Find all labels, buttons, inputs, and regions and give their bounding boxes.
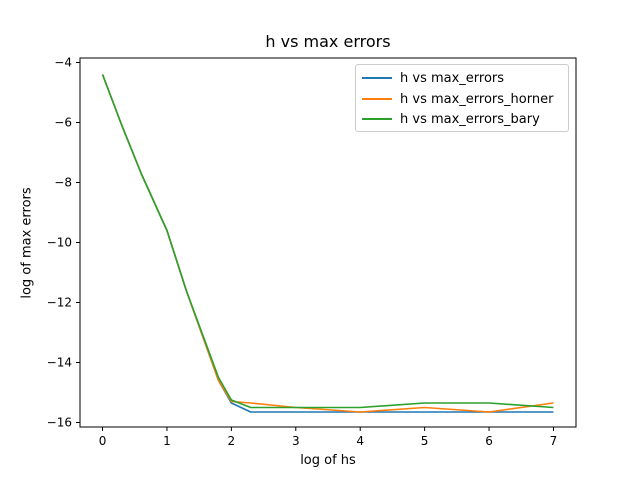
legend-swatch bbox=[362, 98, 392, 100]
legend-label: h vs max_errors_bary bbox=[400, 111, 540, 127]
x-tick-label: 3 bbox=[292, 434, 300, 448]
y-tick-label: −6 bbox=[54, 116, 72, 130]
x-axis-label: log of hs bbox=[300, 453, 356, 468]
x-tick-label: 0 bbox=[99, 434, 107, 448]
legend-item-max-errors-horner: h vs max_errors_horner bbox=[362, 90, 553, 108]
y-tick-label: −12 bbox=[47, 296, 72, 310]
x-tick-label: 2 bbox=[228, 434, 236, 448]
y-axis-label: log of max errors bbox=[19, 187, 35, 299]
y-tick-label: −16 bbox=[47, 416, 72, 430]
x-tick-label: 6 bbox=[485, 434, 493, 448]
chart-title: h vs max errors bbox=[265, 32, 391, 51]
y-tick-label: −4 bbox=[54, 56, 72, 70]
y-tick-label: −8 bbox=[54, 176, 72, 190]
legend-label: h vs max_errors bbox=[400, 70, 505, 86]
y-tick-label: −10 bbox=[47, 236, 72, 250]
legend-swatch bbox=[362, 77, 392, 79]
x-tick-label: 7 bbox=[550, 434, 558, 448]
legend-label: h vs max_errors_horner bbox=[400, 91, 554, 107]
x-tick-label: 1 bbox=[163, 434, 171, 448]
legend-swatch bbox=[362, 118, 392, 120]
legend-item-max-errors: h vs max_errors bbox=[362, 69, 504, 87]
x-tick-label: 5 bbox=[421, 434, 429, 448]
chart-legend: h vs max_errors h vs max_errors_horner h… bbox=[355, 64, 569, 132]
legend-item-max-errors-bary: h vs max_errors_bary bbox=[362, 110, 540, 128]
x-tick-label: 4 bbox=[356, 434, 364, 448]
y-tick-label: −14 bbox=[47, 356, 72, 370]
series-line-3 bbox=[101, 74, 554, 409]
